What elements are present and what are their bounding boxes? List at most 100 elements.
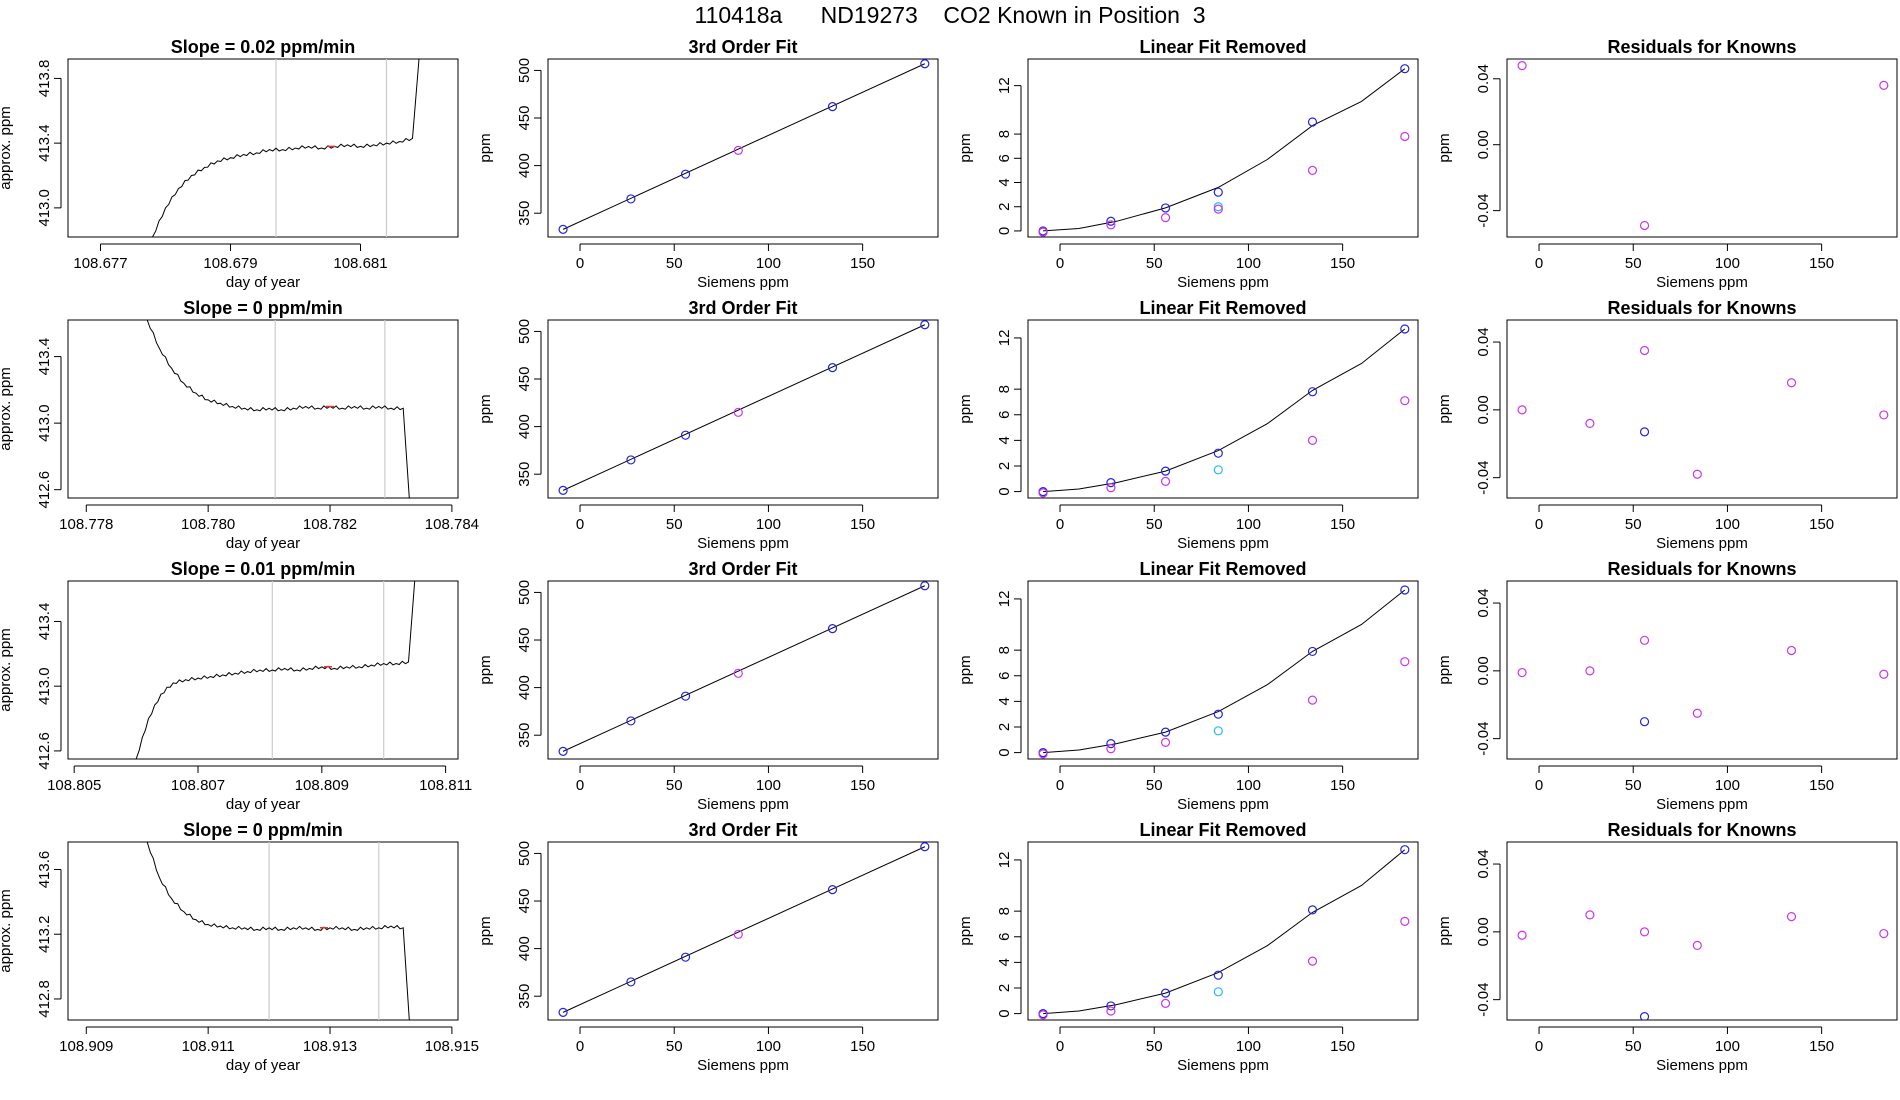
data-point bbox=[827, 362, 838, 373]
y-axis-label: ppm bbox=[1436, 655, 1453, 684]
x-tick-label: 150 bbox=[850, 255, 875, 272]
x-tick-label: 100 bbox=[1236, 1038, 1261, 1055]
x-tick-label: 0 bbox=[1056, 516, 1064, 533]
data-point bbox=[1517, 667, 1527, 678]
x-axis-label: Siemens ppm bbox=[1656, 535, 1748, 552]
data-point bbox=[1307, 165, 1318, 176]
data-point bbox=[1213, 465, 1223, 475]
data-point bbox=[1106, 483, 1116, 493]
y-tick-label: 500 bbox=[516, 58, 533, 83]
x-axis-label: Siemens ppm bbox=[697, 1057, 789, 1074]
x-tick-label: 108.913 bbox=[303, 1038, 357, 1055]
panel-11: Residuals for Knowns 0 50 100 150 Siemens ppm… bbox=[1436, 559, 1898, 813]
y-tick-label: 412.6 bbox=[36, 732, 53, 770]
data-point bbox=[626, 977, 636, 987]
y-axis-label: ppm bbox=[477, 394, 494, 423]
data-point bbox=[1639, 1012, 1650, 1020]
data-point bbox=[1106, 220, 1116, 230]
x-tick-label: 100 bbox=[1715, 516, 1740, 533]
x-tick-label: 50 bbox=[666, 1038, 683, 1055]
x-tick-label: 150 bbox=[1330, 255, 1355, 272]
panel-13: 3rd Order Fit 0 50 100 150 Siemens ppm 350 400 4… bbox=[477, 820, 939, 1074]
data-point bbox=[1307, 435, 1318, 445]
data-point bbox=[558, 746, 568, 756]
plot-area bbox=[558, 59, 930, 234]
x-tick-label: 108.778 bbox=[59, 516, 113, 533]
x-tick-label: 100 bbox=[1715, 255, 1740, 272]
y-axis-label: ppm bbox=[477, 655, 494, 684]
data-point bbox=[1106, 1006, 1116, 1016]
data-point bbox=[1692, 469, 1702, 479]
panel-title: Slope = 0 ppm/min bbox=[183, 298, 343, 318]
x-tick-label: 50 bbox=[1146, 1038, 1163, 1055]
data-point bbox=[733, 407, 743, 417]
fit-curve bbox=[1043, 849, 1406, 1015]
plot-area bbox=[1517, 60, 1889, 231]
data-point bbox=[827, 884, 838, 895]
data-point bbox=[1213, 970, 1223, 980]
data-point bbox=[1307, 387, 1318, 397]
panel-title: Linear Fit Removed bbox=[1139, 559, 1306, 579]
x-axis-label: day of year bbox=[226, 1057, 300, 1074]
y-tick-label: 412.6 bbox=[36, 471, 53, 509]
data-point bbox=[827, 101, 838, 112]
data-point bbox=[1038, 227, 1048, 237]
y-tick-label: 2 bbox=[996, 203, 1013, 211]
data-point bbox=[1160, 988, 1171, 998]
plot-area bbox=[558, 581, 930, 756]
x-tick-label: 150 bbox=[850, 777, 875, 794]
page-title: 110418a ND19273 CO2 Known in Position 3 bbox=[694, 2, 1206, 28]
data-series-line bbox=[152, 59, 420, 237]
data-point bbox=[1786, 378, 1797, 388]
y-axis-label: ppm bbox=[957, 655, 974, 684]
x-tick-label: 0 bbox=[576, 516, 584, 533]
data-point bbox=[1879, 669, 1889, 679]
panel-title: Slope = 0.02 ppm/min bbox=[171, 37, 356, 57]
y-axis-label: ppm bbox=[957, 394, 974, 423]
y-tick-label: 0.04 bbox=[1475, 64, 1492, 93]
data-point bbox=[1400, 585, 1410, 595]
plot-area bbox=[558, 320, 930, 495]
y-tick-label: 12 bbox=[996, 852, 1013, 869]
data-point bbox=[1879, 80, 1889, 90]
x-tick-label: 108.915 bbox=[425, 1038, 479, 1055]
data-point bbox=[1517, 60, 1527, 71]
y-tick-label: 0 bbox=[996, 227, 1013, 235]
x-axis-label: Siemens ppm bbox=[1656, 796, 1748, 813]
y-axis-label: ppm bbox=[477, 916, 494, 945]
plot-frame bbox=[67, 319, 459, 499]
plot-frame bbox=[547, 58, 939, 238]
data-point bbox=[558, 485, 568, 495]
y-axis-label: ppm bbox=[1436, 916, 1453, 945]
y-tick-label: -0.04 bbox=[1475, 461, 1492, 495]
panel-14: Linear Fit Removed 0 50 100 150 Siemens ppm 0 2… bbox=[957, 820, 1419, 1074]
x-axis-label: Siemens ppm bbox=[1656, 1057, 1748, 1074]
y-tick-label: 4 bbox=[996, 178, 1013, 186]
panel-title: Linear Fit Removed bbox=[1139, 298, 1306, 318]
x-tick-label: 100 bbox=[756, 516, 781, 533]
data-point bbox=[680, 430, 691, 440]
plot-frame bbox=[1506, 580, 1898, 760]
data-point bbox=[1038, 488, 1048, 498]
data-point bbox=[1213, 987, 1223, 997]
x-tick-label: 0 bbox=[576, 777, 584, 794]
x-tick-label: 0 bbox=[1535, 516, 1543, 533]
data-point bbox=[1517, 405, 1527, 415]
x-tick-label: 150 bbox=[1330, 777, 1355, 794]
panel-10: Linear Fit Removed 0 50 100 150 Siemens ppm 0 2… bbox=[957, 559, 1419, 813]
data-point bbox=[1160, 203, 1171, 213]
y-axis-label: ppm bbox=[1436, 133, 1453, 162]
y-tick-label: 8 bbox=[996, 907, 1013, 915]
y-tick-label: 0.00 bbox=[1475, 656, 1492, 685]
plot-frame bbox=[547, 319, 939, 499]
y-tick-label: 413.0 bbox=[36, 189, 53, 227]
data-point bbox=[1400, 324, 1410, 334]
y-tick-label: 413.2 bbox=[36, 915, 53, 953]
plot-frame bbox=[1506, 58, 1898, 238]
x-tick-label: 50 bbox=[666, 777, 683, 794]
panel-8: Slope = 0.01 ppm/min 108.805 108.807 108.80… bbox=[0, 559, 472, 813]
x-tick-label: 150 bbox=[1809, 516, 1834, 533]
data-point bbox=[626, 194, 636, 204]
x-tick-label: 108.782 bbox=[303, 516, 357, 533]
y-tick-label: 4 bbox=[996, 697, 1013, 705]
